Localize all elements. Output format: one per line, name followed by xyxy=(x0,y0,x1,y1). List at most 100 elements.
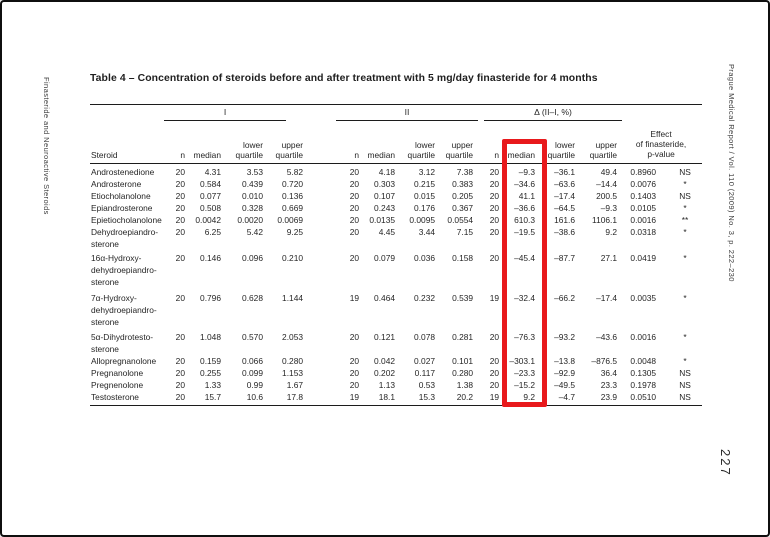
value-delta-upper-quartile: –43.6 xyxy=(596,332,618,342)
value-delta-upper-quartile: 36.4 xyxy=(600,368,618,378)
value-I-median: 0.0042 xyxy=(195,215,221,225)
table-row: 5α-Dihydrotesto- sterone 20 1.048 0.570 … xyxy=(90,328,702,355)
value-I-upper-quartile: 0.0069 xyxy=(277,215,304,225)
value-delta-upper-quartile: 49.4 xyxy=(600,167,618,177)
significance-marker: NS xyxy=(679,167,691,177)
value-I-n: 20 xyxy=(175,167,185,177)
value-delta-n: 20 xyxy=(489,253,500,263)
value-II-n: 20 xyxy=(349,356,360,366)
value-p: 0.1305 xyxy=(630,368,657,378)
value-I-upper-quartile: 2.053 xyxy=(282,332,304,342)
steroid-name: Epietiocholanolone xyxy=(91,215,162,225)
value-II-median: 4.45 xyxy=(378,227,396,237)
value-I-upper-quartile: 0.280 xyxy=(282,356,304,366)
value-delta-lower-quartile: –92.9 xyxy=(554,368,576,378)
steroid-name: Allopregnanolone xyxy=(91,356,157,366)
value-I-lower-quartile: 0.99 xyxy=(246,380,263,390)
value-I-n: 20 xyxy=(175,215,185,225)
page-number: 227 xyxy=(718,449,733,477)
value-delta-upper-quartile: –14.4 xyxy=(596,179,618,189)
value-delta-n: 20 xyxy=(489,191,500,201)
col-header-steroid: Steroid xyxy=(90,121,160,164)
col-header-upper-quartile: upper quartile xyxy=(440,121,479,164)
value-I-lower-quartile: 0.0020 xyxy=(237,215,263,225)
value-II-n: 20 xyxy=(349,253,360,263)
steroid-name: Pregnenolone xyxy=(91,380,144,390)
value-I-lower-quartile: 0.096 xyxy=(242,253,263,263)
value-II-n: 20 xyxy=(349,368,360,378)
steroid-name: Etiocholanolone xyxy=(91,191,151,201)
steroid-name: 16α-Hydroxy- dehydroepiandro- sterone xyxy=(91,253,157,287)
value-delta-lower-quartile: –87.7 xyxy=(554,253,576,263)
value-II-lower-quartile: 0.215 xyxy=(414,179,436,189)
value-delta-n: 20 xyxy=(489,167,500,177)
value-delta-median: –23.3 xyxy=(514,368,536,378)
significance-marker: NS xyxy=(679,380,691,390)
value-I-n: 20 xyxy=(175,227,185,237)
value-I-n: 20 xyxy=(175,380,185,390)
value-I-lower-quartile: 0.328 xyxy=(242,203,263,213)
value-p: 0.0510 xyxy=(622,391,671,406)
value-delta-lower-quartile: –13.8 xyxy=(554,356,576,366)
value-delta-lower-quartile: –4.7 xyxy=(540,391,581,406)
value-II-upper-quartile: 0.280 xyxy=(452,368,474,378)
steroid-name: Testosterone xyxy=(90,391,160,406)
value-delta-upper-quartile: 200.5 xyxy=(596,191,618,201)
value-I-median: 4.31 xyxy=(204,167,221,177)
value-p: 0.0076 xyxy=(630,179,657,189)
value-I-upper-quartile: 9.25 xyxy=(286,227,304,237)
value-II-median: 0.464 xyxy=(374,293,396,303)
value-II-upper-quartile: 0.205 xyxy=(452,191,474,201)
value-I-lower-quartile: 5.42 xyxy=(246,227,263,237)
value-delta-median: 9.2 xyxy=(504,391,541,406)
value-II-n: 20 xyxy=(349,179,360,189)
value-p: 0.0016 xyxy=(630,332,657,342)
value-I-median: 0.146 xyxy=(200,253,221,263)
table-row: Pregnanolone 20 0.255 0.099 1.153 20 0.2… xyxy=(90,367,702,379)
value-delta-lower-quartile: –64.5 xyxy=(554,203,576,213)
value-II-median: 1.13 xyxy=(378,380,396,390)
value-delta-upper-quartile: –17.4 xyxy=(596,293,618,303)
value-II-upper-quartile: 20.2 xyxy=(440,391,479,406)
value-delta-lower-quartile: –93.2 xyxy=(554,332,576,342)
value-delta-upper-quartile: 23.9 xyxy=(580,391,623,406)
value-p: 0.0035 xyxy=(630,293,657,303)
value-II-lower-quartile: 0.117 xyxy=(414,368,436,378)
group-header-I: I xyxy=(164,107,287,121)
table-row: Epiandrosterone 20 0.508 0.328 0.669 20 … xyxy=(90,202,702,214)
value-II-upper-quartile: 0.539 xyxy=(452,293,474,303)
value-II-median: 0.079 xyxy=(374,253,396,263)
value-II-lower-quartile: 0.0095 xyxy=(409,215,436,225)
value-delta-median: –19.5 xyxy=(514,227,536,237)
value-p: 0.0419 xyxy=(630,253,657,263)
value-II-lower-quartile: 3.12 xyxy=(418,167,436,177)
value-delta-upper-quartile: 1106.1 xyxy=(592,215,618,225)
significance-marker: * xyxy=(683,332,687,342)
value-I-n: 20 xyxy=(175,368,185,378)
value-II-median: 0.121 xyxy=(374,332,396,342)
value-delta-n: 20 xyxy=(489,380,500,390)
value-delta-n: 20 xyxy=(489,332,500,342)
left-margin-running-title: Finasteride and Neuroactive Steroids xyxy=(42,77,51,215)
steroid-name: Pregnanolone xyxy=(91,368,144,378)
value-delta-n: 20 xyxy=(489,227,500,237)
significance-marker: * xyxy=(683,356,687,366)
value-delta-median: –34.6 xyxy=(514,179,536,189)
steroid-name: Epiandrosterone xyxy=(91,203,153,213)
value-II-n: 20 xyxy=(349,380,360,390)
value-I-median: 0.077 xyxy=(200,191,221,201)
table-row: 16α-Hydroxy- dehydroepiandro- sterone 20… xyxy=(90,250,702,288)
value-I-n: 20 xyxy=(175,191,185,201)
value-II-upper-quartile: 0.101 xyxy=(452,356,474,366)
significance-marker: NS xyxy=(679,368,691,378)
value-delta-median: –45.4 xyxy=(514,253,536,263)
value-II-lower-quartile: 0.176 xyxy=(414,203,436,213)
value-delta-n: 20 xyxy=(489,203,500,213)
value-I-median: 0.584 xyxy=(200,179,221,189)
value-p: 0.0048 xyxy=(630,356,657,366)
value-II-lower-quartile: 0.036 xyxy=(414,253,436,263)
significance-marker: * xyxy=(683,227,687,237)
table-row: Epietiocholanolone 20 0.0042 0.0020 0.00… xyxy=(90,214,702,226)
value-I-median: 1.048 xyxy=(200,332,221,342)
